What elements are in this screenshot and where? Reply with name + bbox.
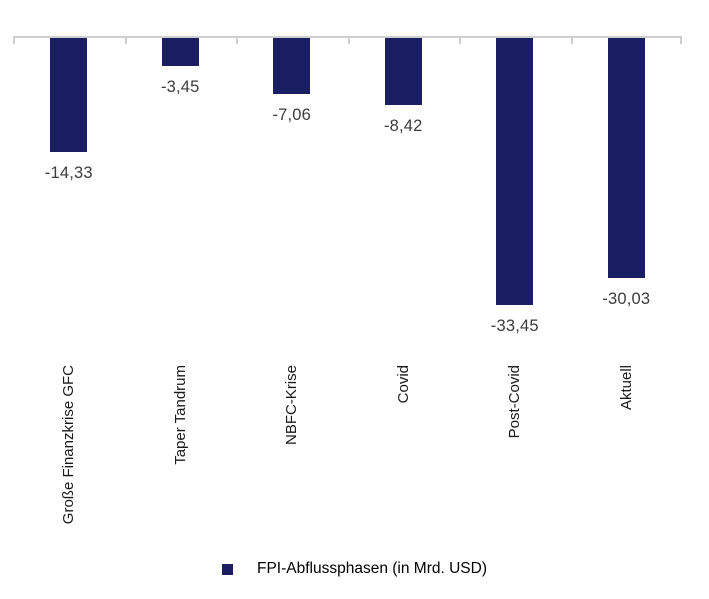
axis-tick xyxy=(124,36,127,44)
category-label: Covid xyxy=(394,365,412,404)
value-label: -33,45 xyxy=(490,316,539,335)
axis-tick xyxy=(236,36,238,44)
bar-3 xyxy=(273,38,311,95)
category-column: Aktuell xyxy=(571,365,683,555)
bar-5 xyxy=(496,38,534,305)
category-column: Covid xyxy=(348,365,460,555)
bar-2 xyxy=(161,38,199,66)
bar-column: -7,06 xyxy=(236,38,348,125)
axis-tick xyxy=(13,36,15,44)
legend-label: FPI-Abflussphasen (in Mrd. USD) xyxy=(257,560,487,577)
value-label: -3,45 xyxy=(160,77,200,96)
bar-column: -33,45 xyxy=(459,38,571,336)
category-column: Post-Covid xyxy=(459,365,571,555)
category-column: Große Finanzkrise GFC xyxy=(13,365,125,555)
category-column: NBFC-Krise xyxy=(236,365,348,555)
axis-tick xyxy=(459,36,461,44)
category-label: NBFC-Krise xyxy=(283,365,301,446)
legend-swatch-icon xyxy=(222,563,233,575)
value-label: -8,42 xyxy=(383,117,423,136)
bar-column: -30,03 xyxy=(571,38,683,309)
axis-tick xyxy=(680,36,682,44)
category-label: Post-Covid xyxy=(506,365,524,439)
category-label: Aktuell xyxy=(617,365,635,411)
category-label: Taper Tandrum xyxy=(171,365,189,465)
bar-4 xyxy=(384,38,422,106)
value-label: -14,33 xyxy=(44,164,93,183)
axis-tick xyxy=(347,36,350,44)
bar-1 xyxy=(50,38,88,153)
category-column: Taper Tandrum xyxy=(125,365,237,555)
legend: FPI-Abflussphasen (in Mrd. USD) xyxy=(0,560,709,578)
value-label: -30,03 xyxy=(602,289,651,308)
axis-tick xyxy=(570,36,573,44)
value-label: -7,06 xyxy=(272,106,312,125)
category-label: Große Finanzkrise GFC xyxy=(60,365,78,525)
bar-column: -8,42 xyxy=(348,38,460,136)
bar-column: -3,45 xyxy=(125,38,237,97)
bar-column: -14,33 xyxy=(13,38,125,183)
bar-6 xyxy=(607,38,645,278)
